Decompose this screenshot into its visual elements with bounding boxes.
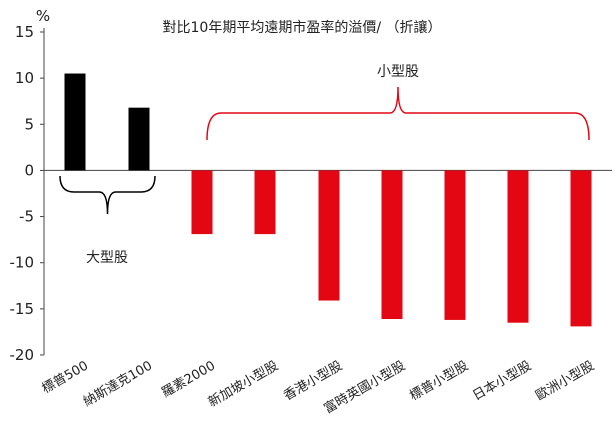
- large-cap-label: 大型股: [86, 250, 128, 266]
- bar: [254, 170, 276, 235]
- bar: [444, 170, 466, 320]
- y-tick-label: -5: [19, 208, 34, 226]
- chart-title: 對比10年期平均遠期市盈率的溢價/ （折讓）: [163, 19, 442, 36]
- small-cap-brace: [206, 86, 590, 141]
- y-tick-label: -20: [10, 346, 35, 364]
- bar: [64, 73, 86, 171]
- y-tick-label: -10: [10, 254, 35, 272]
- category-label: 納斯達克100: [81, 358, 155, 409]
- y-axis-unit: %: [36, 7, 50, 25]
- category-label: 歐洲小型股: [533, 358, 597, 403]
- y-tick-label: 10: [15, 69, 34, 87]
- small-cap-label: 小型股: [377, 64, 419, 80]
- bars-layer: [64, 73, 592, 327]
- category-label: 日本小型股: [470, 358, 534, 403]
- y-tick-label: 5: [24, 115, 34, 133]
- bar: [191, 170, 213, 235]
- bar: [318, 170, 340, 301]
- bar: [381, 170, 403, 320]
- y-tick-label: -15: [10, 300, 35, 318]
- bar: [128, 107, 150, 171]
- category-label: 標普500: [39, 358, 91, 396]
- y-tick-label: 15: [15, 23, 34, 41]
- bar: [507, 170, 529, 323]
- category-label: 標普小型股: [407, 358, 471, 403]
- y-tick-label: 0: [24, 161, 34, 179]
- group-annotations: 大型股 小型股: [59, 64, 590, 266]
- large-cap-brace: [59, 175, 156, 215]
- bar: [570, 170, 592, 327]
- category-label: 新加坡小型股: [205, 358, 281, 411]
